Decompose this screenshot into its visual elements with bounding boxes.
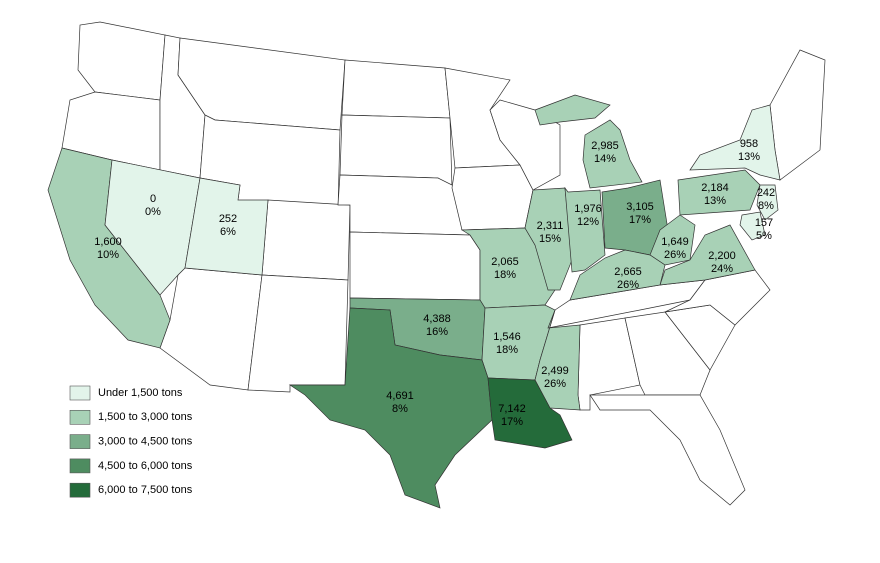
region — [564, 186, 606, 273]
legend: Under 1,500 tons 1,500 to 3,000 tons 3,000… — [69, 385, 193, 498]
state — [451, 164, 534, 231]
state — [247, 274, 349, 393]
legend-label: 3,000 to 4,500 tons — [98, 436, 193, 448]
region — [689, 104, 781, 181]
region-share: 13% — [738, 151, 760, 163]
state — [341, 59, 451, 119]
state — [159, 267, 263, 391]
region — [534, 94, 643, 189]
region-share: 15% — [539, 233, 561, 245]
region — [677, 169, 761, 216]
region-share: 26% — [617, 279, 639, 291]
legend-label: 6,000 to 7,500 tons — [98, 484, 193, 496]
region-value: 2,499 — [541, 365, 569, 377]
state — [769, 49, 826, 181]
region-value: 2,065 — [491, 256, 519, 268]
region-share: 8% — [758, 200, 774, 212]
region-value: 0 — [150, 193, 156, 205]
legend-label: 1,500 to 3,000 tons — [98, 411, 193, 423]
legend-label: 4,500 to 6,000 tons — [98, 460, 193, 472]
region-value: 1,546 — [493, 331, 521, 343]
region-value: 2,311 — [537, 220, 564, 232]
region-share: 18% — [494, 269, 516, 281]
region-share: 13% — [704, 195, 726, 207]
region-value: 242 — [757, 187, 775, 199]
region-share: 8% — [392, 403, 408, 415]
region-value: 157 — [755, 217, 773, 229]
region-value: 2,665 — [614, 266, 642, 278]
region-share: 26% — [664, 249, 686, 261]
region-share: 18% — [496, 344, 518, 356]
region-value: 958 — [740, 138, 758, 150]
data-regions: 1,60010%00%2526%2,06518%2,31115%1,97612%… — [47, 94, 781, 509]
region-value: 1,976 — [574, 203, 602, 215]
region-share: 0% — [145, 206, 161, 218]
region — [288, 307, 493, 509]
legend-swatch — [69, 482, 91, 498]
state — [77, 21, 166, 101]
region-value: 7,142 — [498, 403, 526, 415]
base-states — [61, 21, 826, 506]
region-share: 14% — [594, 153, 616, 165]
region — [756, 184, 779, 221]
region — [569, 249, 666, 301]
region — [659, 224, 756, 286]
region-share: 24% — [711, 263, 733, 275]
state — [349, 231, 481, 301]
legend-swatch — [69, 458, 91, 474]
region-share: 12% — [577, 216, 599, 228]
region-value: 4,691 — [386, 390, 414, 402]
region-value: 2,184 — [701, 182, 729, 194]
region-share: 10% — [97, 249, 119, 261]
state — [261, 199, 351, 281]
region-share: 17% — [501, 416, 523, 428]
region-value: 1,600 — [94, 236, 122, 248]
region-share: 6% — [220, 226, 236, 238]
region-value: 2,200 — [708, 250, 736, 262]
region-value: 4,388 — [423, 313, 451, 325]
state — [337, 174, 471, 236]
region — [487, 377, 573, 449]
legend-swatch — [69, 385, 91, 401]
state — [589, 394, 746, 506]
region-share: 5% — [756, 230, 772, 242]
region-share: 16% — [426, 326, 448, 338]
region-share: 26% — [544, 378, 566, 390]
region-share: 17% — [629, 214, 651, 226]
legend-swatch — [69, 409, 91, 425]
legend-swatch — [69, 434, 91, 449]
region-value: 1,649 — [661, 236, 689, 248]
legend-label: Under 1,500 tons — [98, 387, 183, 399]
region — [184, 177, 269, 276]
region-value: 3,105 — [626, 201, 654, 213]
region-value: 252 — [219, 213, 237, 225]
region — [739, 211, 766, 241]
region-value: 2,985 — [591, 140, 619, 152]
